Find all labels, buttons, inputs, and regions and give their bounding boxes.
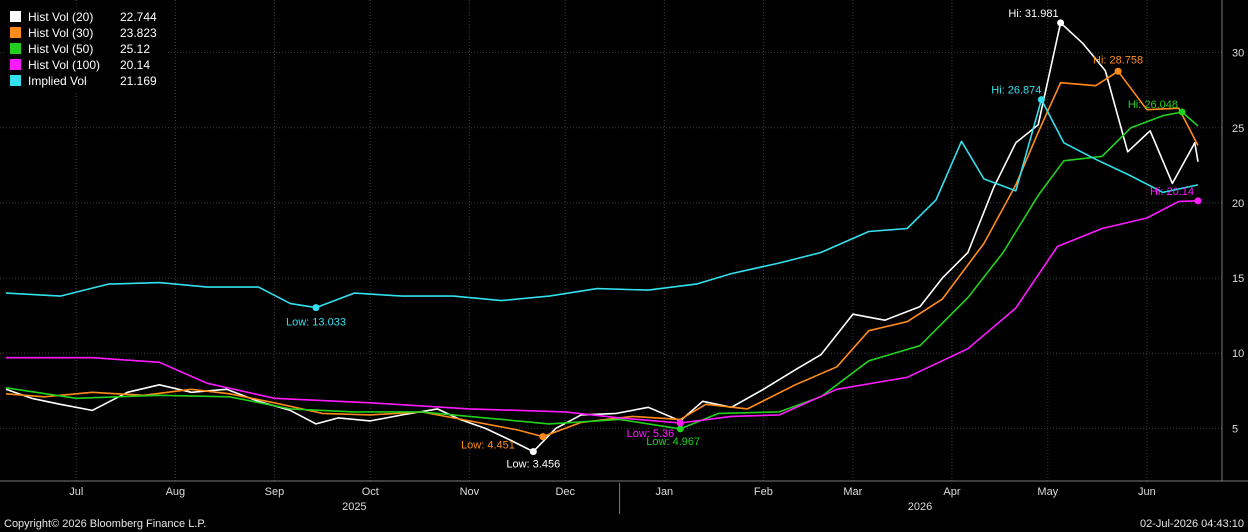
x-tick-label: Aug bbox=[166, 486, 186, 498]
x-tick-label: Dec bbox=[555, 486, 575, 498]
extreme-label: Hi: 31.981 bbox=[1008, 8, 1058, 20]
x-tick-label: May bbox=[1037, 486, 1058, 498]
y-tick-label: 5 bbox=[1232, 423, 1238, 435]
extreme-label: Low: 13.033 bbox=[286, 317, 346, 329]
series-line bbox=[6, 200, 1199, 424]
x-tick-label: Jul bbox=[69, 486, 83, 498]
series-line bbox=[5, 21, 1199, 453]
extreme-marker bbox=[1114, 67, 1122, 75]
timestamp-text: 02-Jul-2026 04:43:10 bbox=[1140, 518, 1244, 530]
legend-swatch bbox=[10, 43, 21, 54]
legend-series-name: Hist Vol (20) bbox=[28, 10, 93, 24]
legend-swatch bbox=[10, 27, 21, 38]
extreme-label: Hi: 20.14 bbox=[1150, 186, 1194, 198]
y-tick-label: 10 bbox=[1232, 348, 1244, 360]
extreme-marker bbox=[1037, 96, 1045, 104]
x-tick-label: Jan bbox=[655, 486, 673, 498]
legend-series-name: Hist Vol (50) bbox=[28, 42, 93, 56]
legend-series-value: 25.12 bbox=[120, 42, 150, 56]
legend: Hist Vol (20) 22.744 Hist Vol (30) 23.823 Hi… bbox=[6, 8, 166, 92]
y-tick-label: 15 bbox=[1232, 273, 1244, 285]
legend-series-name: Implied Vol bbox=[28, 74, 87, 88]
legend-series-value: 23.823 bbox=[120, 26, 157, 40]
legend-swatch bbox=[10, 59, 21, 70]
extreme-marker bbox=[1194, 197, 1202, 205]
extreme-marker bbox=[1178, 108, 1186, 116]
y-tick-label: 30 bbox=[1232, 48, 1244, 60]
x-year-label: 2025 bbox=[342, 501, 366, 513]
legend-series-value: 21.169 bbox=[120, 74, 157, 88]
legend-series-name: Hist Vol (100) bbox=[28, 58, 100, 72]
extreme-marker bbox=[529, 448, 537, 456]
x-tick-label: Oct bbox=[362, 486, 379, 498]
extreme-marker bbox=[676, 425, 684, 433]
extreme-label: Low: 4.967 bbox=[646, 436, 700, 448]
series-line bbox=[5, 111, 1199, 430]
extreme-label: Low: 5.36 bbox=[627, 428, 675, 440]
series-line bbox=[5, 70, 1199, 438]
extreme-label: Low: 4.451 bbox=[461, 440, 515, 452]
extreme-marker bbox=[1057, 19, 1065, 27]
x-tick-label: Sep bbox=[265, 486, 285, 498]
extreme-marker bbox=[312, 304, 320, 312]
x-tick-label: Mar bbox=[843, 486, 862, 498]
legend-swatch bbox=[10, 11, 21, 22]
y-tick-label: 20 bbox=[1232, 198, 1244, 210]
y-tick-label: 25 bbox=[1232, 123, 1244, 135]
extreme-marker bbox=[676, 419, 684, 427]
legend-series-name: Hist Vol (30) bbox=[28, 26, 93, 40]
extreme-label: Hi: 26.048 bbox=[1128, 99, 1178, 111]
copyright-text: Copyright© 2026 Bloomberg Finance L.P. bbox=[4, 518, 207, 530]
x-year-label: 2026 bbox=[908, 501, 932, 513]
legend-series-value: 20.14 bbox=[120, 58, 150, 72]
x-tick-label: Apr bbox=[943, 486, 960, 498]
x-tick-label: Nov bbox=[460, 486, 480, 498]
extreme-marker bbox=[539, 433, 547, 441]
extreme-label: Hi: 28.758 bbox=[1093, 54, 1143, 66]
legend-background bbox=[6, 8, 166, 92]
x-tick-label: Jun bbox=[1138, 486, 1156, 498]
extreme-label: Hi: 26.874 bbox=[991, 85, 1041, 97]
x-tick-label: Feb bbox=[754, 486, 773, 498]
extreme-label: Low: 3.456 bbox=[506, 459, 560, 471]
legend-swatch bbox=[10, 75, 21, 86]
legend-series-value: 22.744 bbox=[120, 10, 157, 24]
